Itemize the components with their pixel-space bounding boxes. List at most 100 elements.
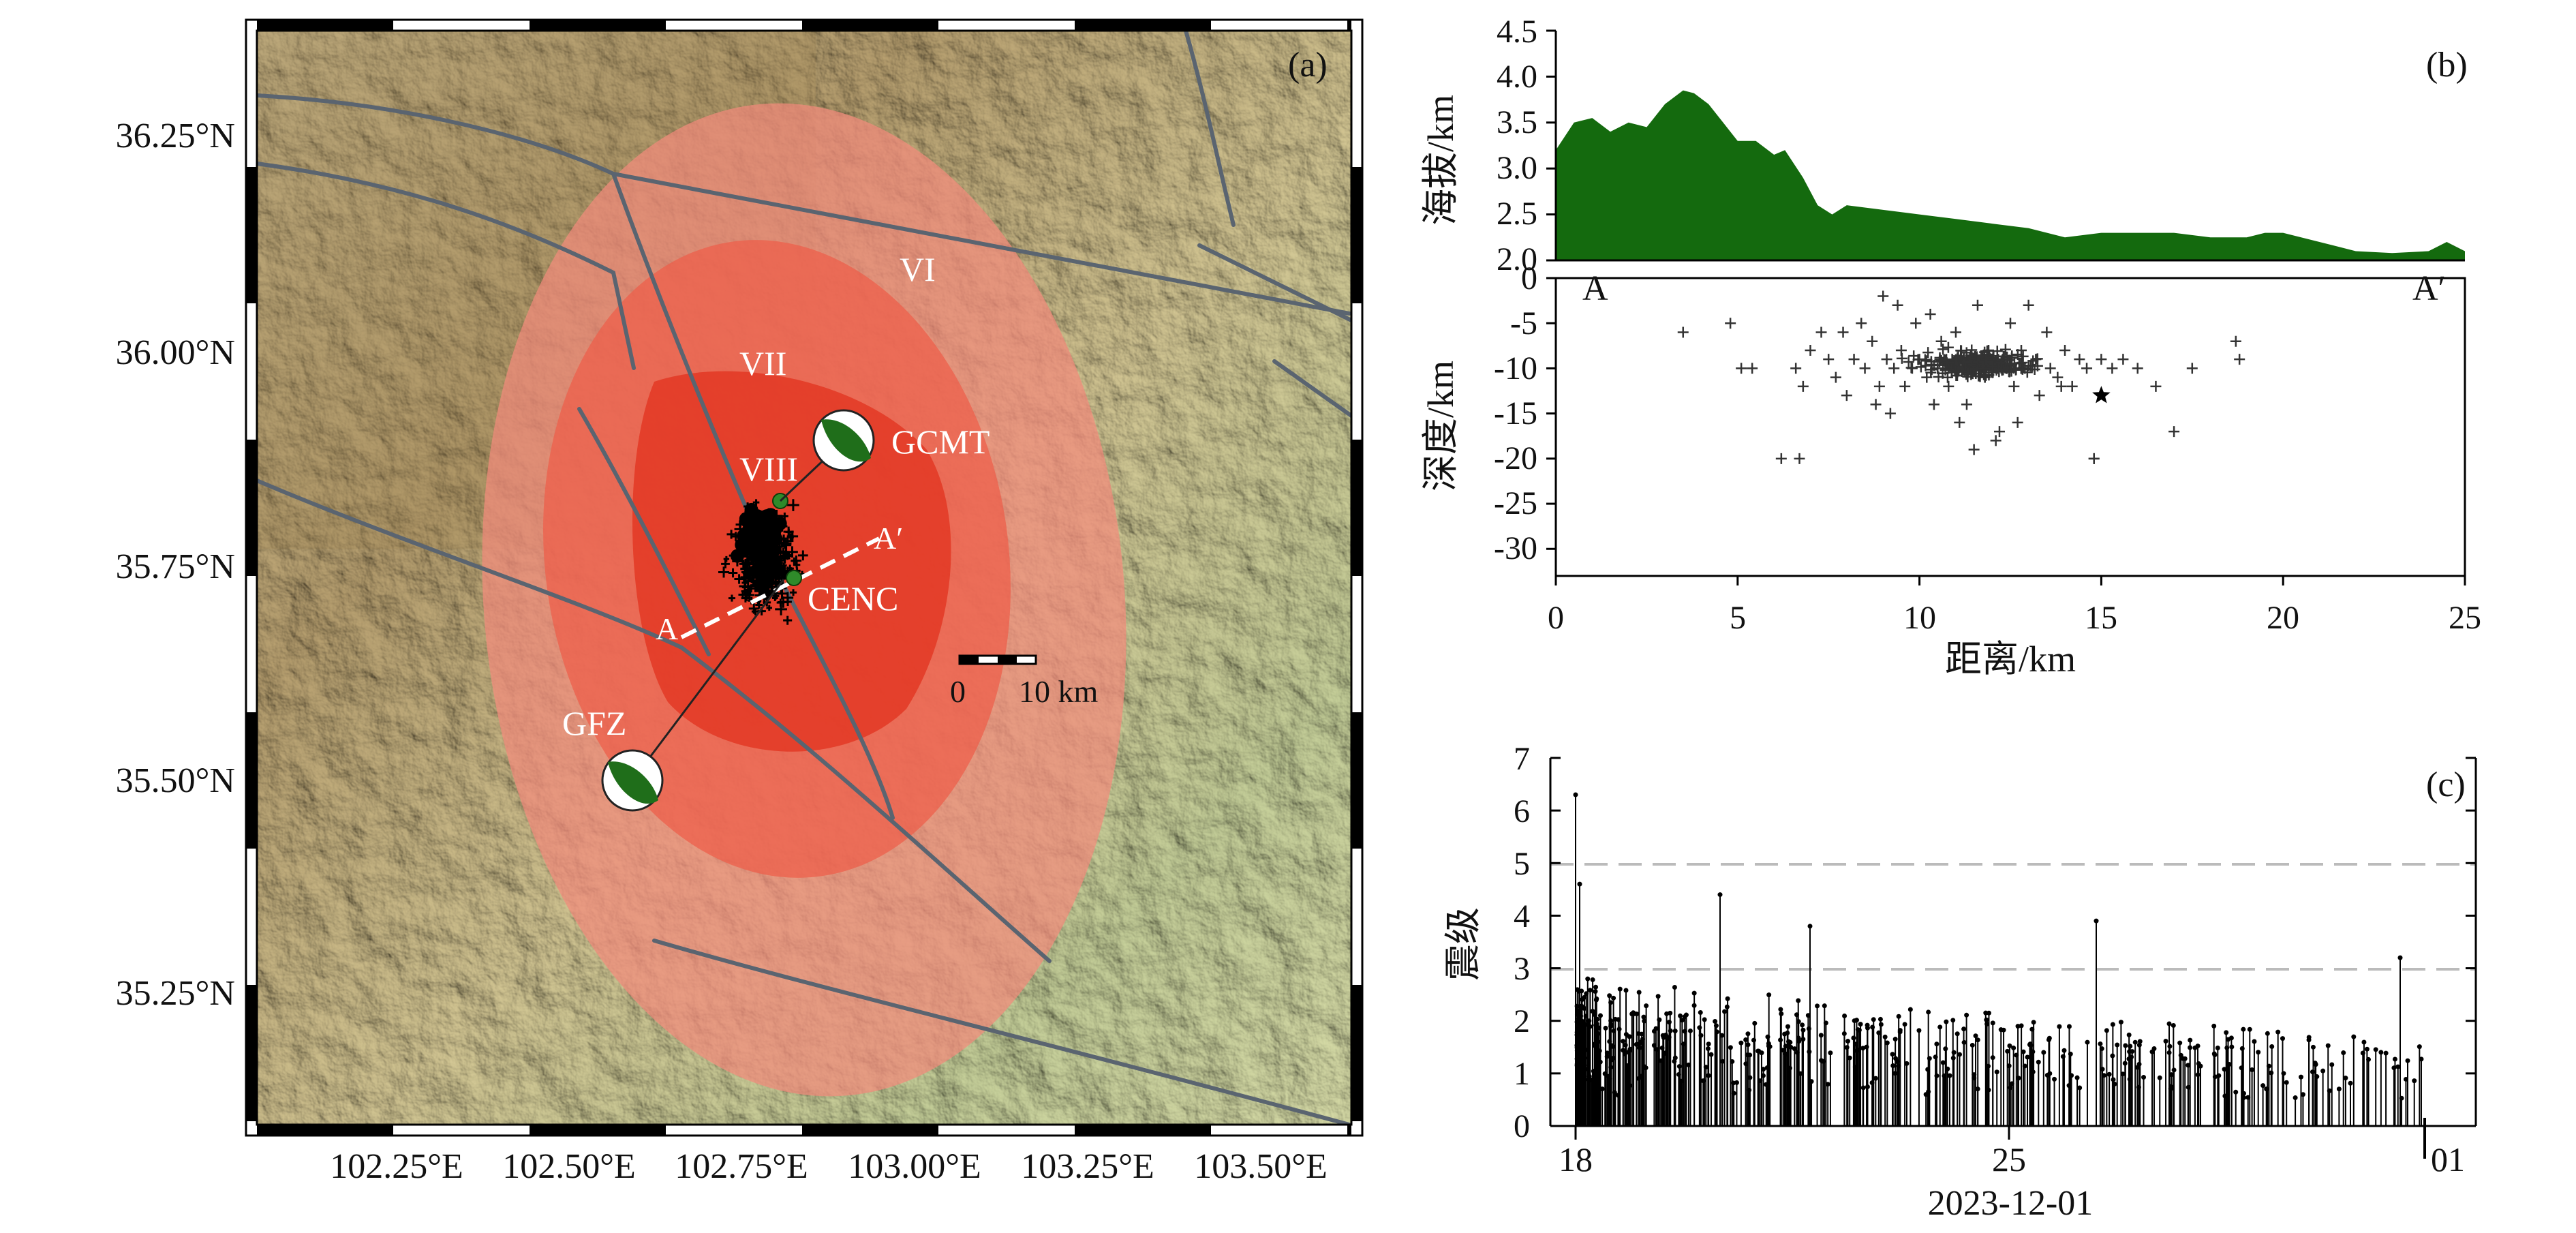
lon-tick-label: 102.50°E	[502, 1147, 636, 1186]
hypocenter-marker	[1991, 346, 2003, 357]
magnitude-point	[2169, 1072, 2175, 1078]
frame-segment	[257, 20, 393, 31]
magnitude-point	[2110, 1053, 2115, 1059]
lon-tick-label: 103.50°E	[1194, 1147, 1328, 1186]
magnitude-point	[2149, 1049, 2155, 1054]
hypocenter-marker	[1920, 360, 1931, 371]
elevation-axis-title: 海拔/km	[1420, 95, 1461, 226]
magnitude-point	[2022, 1063, 2027, 1069]
hypocenter-marker	[1856, 318, 1867, 329]
magnitude-point	[1873, 1076, 1878, 1081]
magnitude-point	[1691, 990, 1697, 996]
hypocenter-marker	[1823, 354, 1835, 365]
magnitude-point	[2233, 1089, 2239, 1095]
magnitude-point	[1800, 1037, 1806, 1042]
magnitude-point	[2265, 1031, 2270, 1036]
hypocenter-marker	[1962, 371, 1974, 382]
magnitude-point	[2044, 1072, 2050, 1078]
magnitude-point	[1752, 1020, 1758, 1026]
hypocenter-marker	[2096, 354, 2107, 365]
hypocenter-marker	[2023, 299, 2034, 311]
frame-segment	[1351, 712, 1362, 849]
magnitude-point	[2094, 918, 2099, 924]
magnitude-point	[2364, 1046, 2370, 1052]
magnitude-point	[1625, 1063, 1630, 1068]
hypocenter-marker	[1725, 318, 1736, 329]
magnitude-point	[2312, 1061, 2318, 1066]
magnitude-point	[2019, 1023, 2024, 1029]
fault-inner	[577, 407, 711, 656]
magnitude-point	[1708, 1052, 1714, 1057]
magnitude-point	[2123, 1043, 2128, 1048]
date-label: 2023-12-01	[1928, 1184, 2094, 1223]
magnitude-point	[1927, 1056, 1932, 1061]
magnitude-point	[2378, 1050, 2384, 1055]
magnitude-point	[1636, 1031, 1642, 1036]
elevation-ticks	[1546, 29, 1556, 262]
fault-ne	[1184, 31, 1236, 227]
magnitude-point	[1807, 924, 1813, 929]
magnitude-point	[2405, 1058, 2410, 1063]
aftershock-marker	[759, 588, 771, 600]
map-frame	[245, 18, 1364, 1137]
hypocenter-marker	[1928, 399, 1939, 410]
magnitude-point	[1923, 1092, 1929, 1097]
elevation-tick-labels: 4.5 4.0 3.5 3.0 2.5 2.0	[1497, 14, 1537, 277]
hypocenter-marker	[1980, 354, 1992, 365]
magnitude-point	[2241, 1026, 2246, 1032]
depth-tick-label: -15	[1494, 395, 1537, 431]
hypocenter-marker	[1867, 335, 1878, 347]
hypocenter-marker	[1881, 354, 1892, 365]
magnitude-point	[1892, 1037, 1898, 1042]
magnitude-point	[1636, 990, 1642, 995]
magnitude-point	[2181, 1056, 2186, 1061]
magnitude-point	[1574, 1003, 1580, 1009]
magnitude-point	[1950, 1018, 1956, 1023]
magnitude-point	[1934, 1073, 1939, 1078]
magnitude-point	[1990, 1055, 1995, 1061]
magnitude-point	[1627, 1034, 1632, 1039]
magnitude-point	[1683, 1012, 1689, 1018]
distance-axis-title: 距离/km	[1945, 639, 2076, 680]
magnitude-point	[1947, 1073, 1952, 1078]
magnitude-point	[1672, 984, 1677, 990]
magnitude-point	[2074, 1075, 2080, 1080]
magnitude-point	[2383, 1050, 2389, 1056]
magnitude-point	[1587, 988, 1593, 993]
magnitude-point	[1950, 1055, 1956, 1061]
magnitude-point	[1975, 1037, 1980, 1043]
magnitude-point	[1705, 1046, 1711, 1052]
magnitude-point	[2178, 1052, 2183, 1058]
hypocenter-marker	[2168, 426, 2180, 438]
magnitude-point	[1743, 1037, 1749, 1043]
magnitude-point	[2101, 1073, 2106, 1078]
magnitude-point	[1745, 1031, 1751, 1037]
hypocenter-marker	[1837, 326, 1849, 338]
lon-tick-label: 103.25°E	[1021, 1147, 1154, 1186]
magnitude-point	[2168, 1084, 2174, 1089]
magnitude-point	[1611, 1029, 1616, 1034]
magnitude-point	[2025, 1054, 2030, 1060]
distance-tick-label: 20	[2267, 600, 2299, 636]
magnitude-point	[2057, 1024, 2062, 1029]
magnitude-point	[2351, 1034, 2357, 1039]
hypocenter-marker	[1677, 326, 1689, 338]
magnitude-point	[2216, 1073, 2222, 1078]
aftershock-marker	[752, 499, 760, 506]
magnitude-point	[1825, 1082, 1830, 1087]
frame-segment	[1075, 1125, 1211, 1136]
panel-c-label: (c)	[2426, 765, 2466, 804]
depth-tick-labels: 0 -5 -10 -15 -20 -25 -30	[1494, 260, 1537, 566]
aftershock-dense-marker	[763, 527, 777, 541]
magnitude-point	[1621, 1039, 1626, 1044]
magnitude-point	[1672, 1059, 1677, 1064]
aftershock-marker	[783, 615, 793, 625]
hypocenter-points	[1677, 290, 2245, 464]
magnitude-point	[2085, 1039, 2090, 1045]
aftershock-dense-marker	[752, 527, 767, 541]
magnitude-point	[2361, 1039, 2367, 1045]
magnitude-point	[1713, 1019, 1718, 1024]
aftershock-cluster	[718, 499, 808, 625]
aftershock-dense-marker	[768, 558, 782, 572]
magnitude-point	[1934, 1041, 1939, 1047]
